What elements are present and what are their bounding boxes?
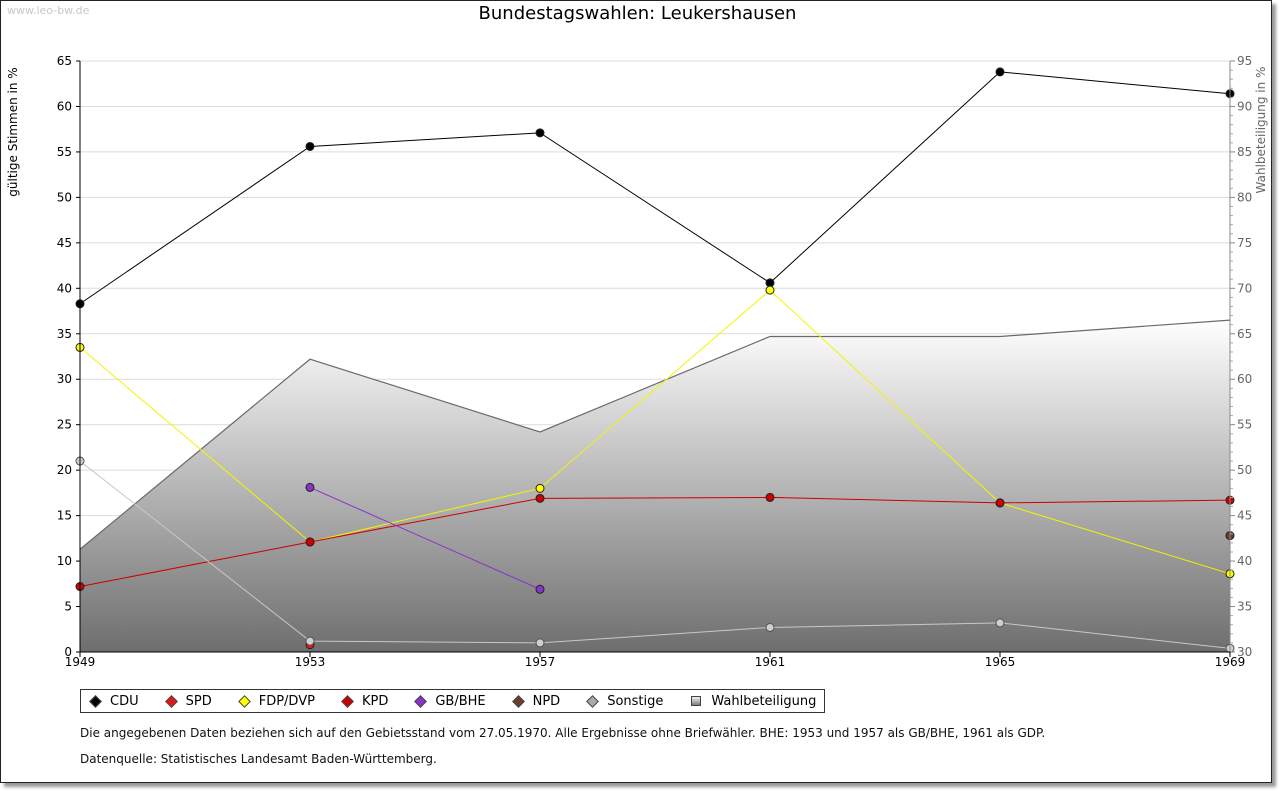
data-point xyxy=(305,537,315,547)
legend-item-npd[interactable]: NPD xyxy=(508,693,561,709)
data-point xyxy=(765,622,775,632)
y-tick-label: 30 xyxy=(57,372,72,386)
data-point xyxy=(305,141,315,151)
data-point xyxy=(535,584,545,594)
footnote: Die angegebenen Daten beziehen sich auf … xyxy=(80,726,1046,740)
series-line-sonstige xyxy=(79,460,1231,649)
legend-item-wahlbeteiligung[interactable]: Wahlbeteiligung xyxy=(685,694,816,709)
legend-marker-icon xyxy=(511,694,525,708)
y2-tick-label: 70 xyxy=(1237,281,1252,295)
data-point xyxy=(535,638,545,648)
y2-tick-label: 50 xyxy=(1237,463,1252,477)
legend-label: Sonstige xyxy=(607,693,664,709)
legend-label: CDU xyxy=(110,693,139,709)
series-lines xyxy=(75,67,1235,653)
legend-label: SPD xyxy=(185,693,212,709)
y2-tick-label: 60 xyxy=(1237,372,1252,386)
data-point xyxy=(535,128,545,138)
y-tick-label: 65 xyxy=(57,54,72,68)
legend-item-gbbhe[interactable]: GB/BHE xyxy=(410,693,486,709)
y2-tick-label: 95 xyxy=(1237,54,1252,68)
data-point xyxy=(995,67,1005,77)
legend-item-kpd[interactable]: KPD xyxy=(337,694,388,709)
y-tick-label: 55 xyxy=(57,145,72,159)
y-axis-title-right: Wahlbeteiligung in % xyxy=(1254,66,1268,194)
legend-marker-icon xyxy=(237,694,251,708)
data-point xyxy=(535,493,545,503)
y2-tick-label: 40 xyxy=(1237,554,1252,568)
data-point xyxy=(765,285,775,295)
y-tick-label: 50 xyxy=(57,190,72,204)
legend-area-icon xyxy=(691,696,702,706)
x-tick-label: 1949 xyxy=(65,655,96,669)
y2-tick-label: 80 xyxy=(1237,190,1252,204)
y2-tick-label: 75 xyxy=(1237,236,1252,250)
data-source: Datenquelle: Statistisches Landesamt Bad… xyxy=(80,752,437,766)
legend-marker-icon xyxy=(341,694,354,708)
series-line-gbbhe xyxy=(309,486,541,590)
legend-item-spd[interactable]: SPD xyxy=(161,694,212,709)
legend-marker-icon xyxy=(414,694,428,708)
data-point xyxy=(995,498,1005,508)
y-tick-label: 35 xyxy=(57,327,72,341)
y-tick-label: 15 xyxy=(57,509,72,523)
data-point xyxy=(995,618,1005,628)
chart-title: Bundestagswahlen: Leukershausen xyxy=(478,3,797,24)
y2-tick-label: 65 xyxy=(1237,327,1252,341)
y-tick-label: 45 xyxy=(57,236,72,250)
y2-tick-label: 90 xyxy=(1237,99,1252,113)
data-point xyxy=(305,636,315,646)
y2-tick-label: 45 xyxy=(1237,509,1252,523)
axes: 0 5 10 15 20 25 30 35 40 45 50 55 60 65 30 35 40 45 50 55 60… xyxy=(57,54,1253,669)
legend: CDU SPD FDP/DVP KPD GB/BHE NPD Sonstige … xyxy=(80,689,826,713)
y-tick-label: 40 xyxy=(57,281,72,295)
y-tick-label: 60 xyxy=(57,99,72,113)
turnout-area-line xyxy=(79,319,1231,550)
y2-tick-label: 30 xyxy=(1237,645,1252,659)
legend-label: KPD xyxy=(361,693,389,709)
data-point xyxy=(535,483,545,493)
x-tick-label: 1965 xyxy=(985,655,1016,669)
series-line-fdpdvp xyxy=(79,289,1231,575)
turnout-area-fill xyxy=(80,320,1230,652)
watermark: www.leo-bw.de xyxy=(7,4,90,17)
legend-marker-icon xyxy=(586,694,600,708)
y-tick-label: 25 xyxy=(57,418,72,432)
y-tick-label: 0 xyxy=(64,645,72,659)
legend-label: FDP/DVP xyxy=(258,693,315,709)
legend-label: Wahlbeteiligung xyxy=(711,693,817,709)
y-axis-title-left: gültige Stimmen in % xyxy=(6,67,20,197)
y-tick-label: 10 xyxy=(57,554,72,568)
y2-tick-label: 85 xyxy=(1237,145,1252,159)
legend-label: GB/BHE xyxy=(435,693,486,709)
y-tick-label: 5 xyxy=(64,600,72,614)
legend-item-fdp[interactable]: FDP/DVP xyxy=(234,694,315,709)
y2-tick-label: 55 xyxy=(1237,418,1252,432)
series-line-kpd xyxy=(79,496,1231,588)
x-tick-label: 1961 xyxy=(755,655,786,669)
y2-tick-label: 35 xyxy=(1237,600,1252,614)
y-tick-label: 20 xyxy=(57,463,72,477)
series-line-cdu xyxy=(79,71,1231,305)
legend-item-sonstige[interactable]: Sonstige xyxy=(582,694,663,709)
legend-label: NPD xyxy=(532,693,561,709)
x-tick-label: 1969 xyxy=(1215,655,1246,669)
legend-marker-icon xyxy=(89,694,102,708)
data-point xyxy=(305,482,315,492)
x-tick-label: 1953 xyxy=(295,655,326,669)
data-point xyxy=(765,492,775,502)
turnout-area xyxy=(79,319,1231,652)
legend-marker-icon xyxy=(164,694,178,708)
x-tick-label: 1957 xyxy=(525,655,556,669)
legend-item-cdu[interactable]: CDU xyxy=(85,694,139,709)
